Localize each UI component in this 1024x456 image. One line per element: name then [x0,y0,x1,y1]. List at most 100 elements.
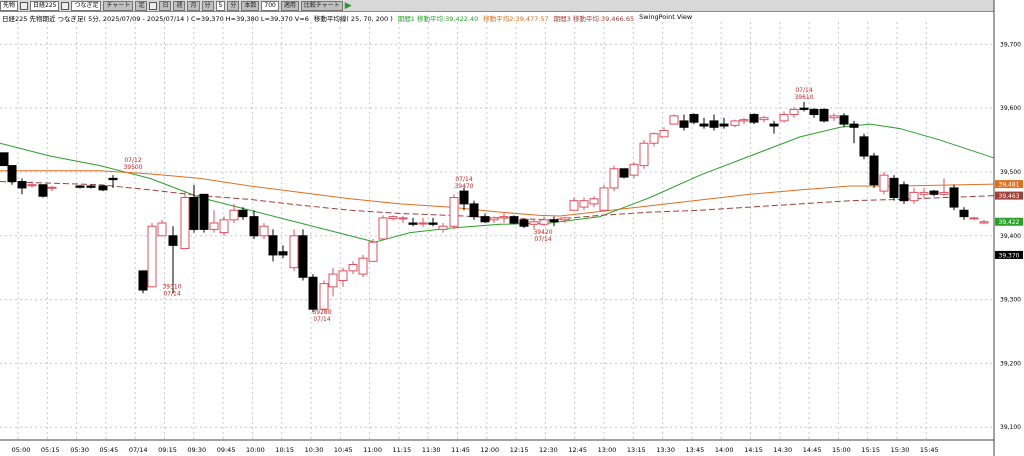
candle-body [639,142,649,167]
price-tag-label: 39,463 [999,193,1020,200]
dropdown-icon[interactable] [20,1,29,10]
flag-icon[interactable]: ▶ [344,0,352,11]
candle-body [689,114,699,123]
candle-body [859,136,869,157]
candle-body [599,187,609,211]
swing-point-label: 39310 [162,283,181,290]
interval-input[interactable]: 5 [215,0,226,11]
candle-body [959,209,969,218]
candle-body [979,221,989,224]
y-tick-label: 39,200 [1000,360,1021,367]
candle-body [759,117,769,121]
swing-point-label: 39500 [123,164,142,171]
candle-body [268,235,278,256]
candle-body [7,165,17,183]
chart-info-bar: 日経225 先物期近 つなぎ足( 5分, 2025/07/09 - 2025/0… [2,13,692,23]
price-tag [995,217,1023,226]
candle-body [469,203,479,218]
candle-body [629,163,639,176]
contract-select[interactable]: つなぎ足 [71,0,102,11]
candle-body [449,196,459,227]
candle-body [338,270,348,281]
chart-title: 日経225 先物期近 つなぎ足( 5分, 2025/07/09 - 2025/0… [2,15,309,23]
candle-body [108,177,118,181]
candle-body [769,123,779,127]
candle-body [418,222,428,225]
x-tick-label: 11:00 [363,446,382,454]
candle-body [199,193,209,230]
candle-body [238,209,248,218]
candle-body [609,168,619,189]
instrument-select[interactable]: 日経225 [30,0,60,11]
candle-body [709,120,719,128]
moving-average-line [0,123,995,243]
x-tick-label: 14:45 [803,446,822,454]
moving-average-line [0,181,995,221]
candle-body [619,168,629,178]
candle-body [180,196,190,250]
x-tick-label: 11:15 [393,446,412,454]
candle-body [438,225,448,230]
x-tick-label: 13:30 [656,446,675,454]
count-input[interactable]: 700 [261,0,279,11]
market-select[interactable]: 先物 [0,0,19,11]
compare-chart-button[interactable]: 比較チャート [300,0,343,11]
weekly-button[interactable]: 週 [173,0,186,11]
minute-button[interactable]: 分 [201,0,214,11]
candle-body [408,222,418,225]
candle-body [308,276,318,310]
candle-body [358,257,368,275]
candle-body [789,108,799,116]
x-tick-label: 15:30 [891,446,910,454]
ma3-value: 期間3 移動平均:39,466.65 [553,15,635,23]
candle-body [0,152,9,167]
x-tick-label: 10:45 [334,446,353,454]
bar-button[interactable]: 足 [135,0,148,11]
candle-body [209,222,219,230]
candle-body [378,217,388,240]
x-tick-label: 12:45 [568,446,587,454]
candle-body [289,235,299,269]
ma-label: 移動平均線( 25, 70, 200 ) [313,15,393,23]
x-tick-label: 09:30 [187,446,206,454]
x-tick-label: 12:30 [539,446,558,454]
swing-point-label: 07/14 [795,87,812,94]
candle-body [368,241,378,262]
daily-button[interactable]: 日 [159,0,172,11]
x-tick-label: 13:45 [686,446,705,454]
candle-body [249,216,259,237]
x-tick-label: 11:30 [422,446,441,454]
candle-body [189,196,199,230]
monthly-button[interactable]: 月 [187,0,200,11]
candle-body [659,129,669,138]
candle-body [499,216,509,219]
x-tick-label: 12:00 [480,446,499,454]
swing-point-label: 07/12 [124,157,141,164]
candle-body [899,184,909,202]
candle-body [98,185,108,191]
y-tick-label: 39,100 [1000,424,1021,431]
apply-button[interactable]: 適用 [280,0,299,11]
swatch-icon[interactable] [149,1,158,10]
x-tick-label: 15:15 [861,446,880,454]
x-tick-label: 07/14 [129,446,148,454]
chart-type-button[interactable]: チャート [103,0,134,11]
candle-body [679,120,689,128]
x-tick-label: 12:15 [510,446,529,454]
ma1-value: 期間1 移動平均:39,422.40 [397,15,479,23]
candle-body [298,235,308,278]
x-tick-label: 14:15 [744,446,763,454]
dropdown-icon[interactable] [61,1,70,10]
swing-point-label: 07/14 [313,316,330,323]
swing-point-label: 39470 [454,183,473,190]
swing-point-label: 07/14 [534,236,551,243]
candle-body [579,200,589,208]
candle-body [17,181,27,189]
price-tag [995,250,1023,259]
candle-body [849,123,859,128]
y-tick-label: 39,400 [1000,233,1021,240]
price-tag [995,180,1023,189]
candle-body [147,225,157,288]
swing-label: SwingPoint View [639,13,693,21]
